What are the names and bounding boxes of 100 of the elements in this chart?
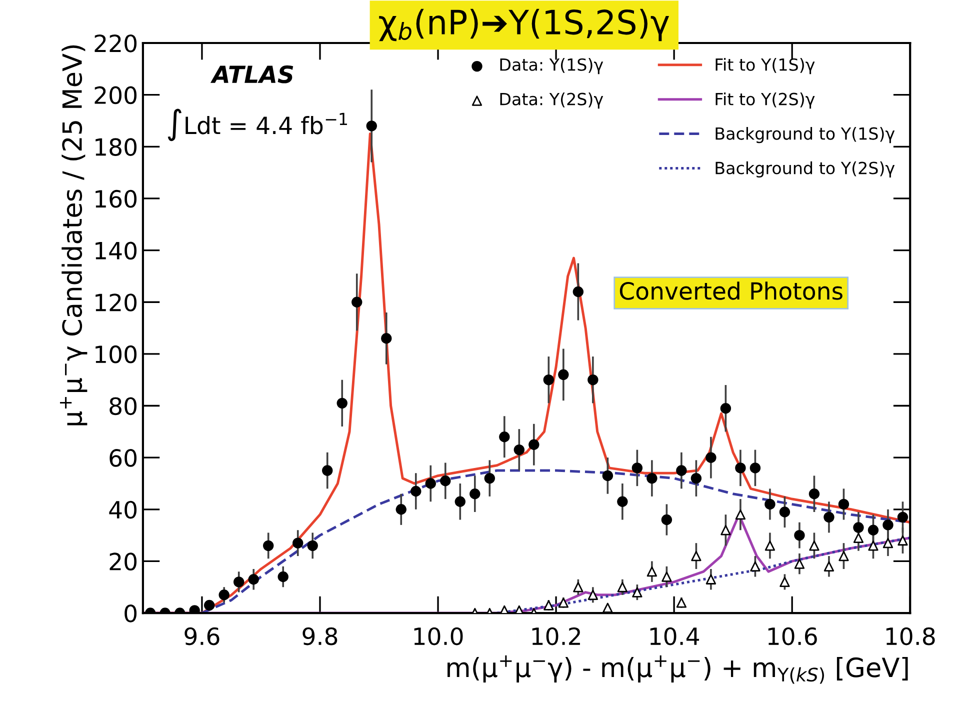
point (307, 540, 318, 552)
point (572, 286, 584, 298)
point (809, 540, 820, 551)
point (882, 520, 894, 530)
point (735, 462, 746, 474)
point (764, 540, 776, 551)
y-tick-label: 0 (124, 604, 137, 622)
y-tick-label: 100 (96, 345, 137, 364)
point (322, 465, 333, 476)
y-tick-label: 220 (94, 34, 137, 52)
point (499, 431, 510, 442)
point (543, 374, 554, 386)
point (189, 605, 200, 614)
point (499, 605, 510, 614)
point (794, 558, 805, 569)
legend-label: Background to Υ(1S)γ (716, 126, 895, 144)
point (558, 598, 568, 608)
point (720, 402, 732, 414)
y-tick-label: 40 (109, 500, 137, 519)
x-tick-label: 9.8 (302, 627, 338, 646)
y-tick-label: 140 (96, 242, 137, 260)
point (898, 535, 908, 546)
point (484, 472, 496, 484)
point (720, 525, 731, 536)
point (263, 540, 274, 552)
legend-label: Fit to Υ(1S)γ (716, 58, 815, 74)
y-tick-label: 60 (110, 449, 137, 467)
point (764, 498, 776, 510)
point (602, 470, 614, 482)
point (425, 478, 436, 489)
x-tick-label: 10.6 (768, 627, 817, 646)
point (336, 398, 348, 409)
point (396, 504, 406, 515)
x-tick-label: 10.4 (650, 627, 700, 646)
point (558, 369, 569, 380)
point (366, 120, 377, 132)
y-tick-label: 120 (96, 294, 137, 312)
text: m(μ$^{+}$μ$^{−}$γ) - m(μ$^{+}$μ$^{−}$) + m$_{Υ(kS)}$ [GeV] (448, 655, 908, 684)
point (676, 598, 687, 608)
point (588, 590, 598, 600)
x-tick-label: 10.0 (414, 627, 463, 646)
point (278, 571, 288, 582)
point (410, 486, 422, 497)
line-series (496, 536, 910, 614)
point (440, 476, 451, 486)
point (218, 590, 230, 600)
point (838, 550, 849, 562)
point (632, 462, 643, 474)
point (661, 514, 672, 526)
point (824, 512, 834, 523)
point (897, 512, 908, 523)
y-tick-label: 180 (96, 138, 137, 156)
point (204, 600, 215, 611)
point (824, 561, 834, 572)
point (632, 587, 642, 598)
point (233, 576, 244, 588)
point (588, 374, 598, 386)
legend-label: Background to Υ(2S)γ (716, 161, 895, 178)
point (646, 566, 658, 577)
point (794, 530, 805, 541)
point (868, 540, 878, 551)
point (602, 602, 613, 613)
point (617, 582, 628, 592)
point (470, 488, 480, 500)
point (735, 509, 746, 520)
point (381, 333, 392, 344)
point (882, 538, 894, 548)
point (780, 576, 790, 588)
y-axis-title: μ$^{+}$μ$^{−}$γ Candidates / (25 MeV) (60, 45, 88, 426)
annotation: ∫Ldt = 4.4 fb$^{−1}$ (168, 108, 347, 142)
point (750, 462, 761, 474)
legend-label: Data: Υ(1S)γ (500, 58, 604, 74)
point (690, 472, 702, 484)
point (838, 498, 850, 510)
x-tick-label: 10.8 (886, 627, 935, 646)
point (676, 465, 687, 476)
x-tick-label: 10.2 (532, 627, 580, 646)
y-tick-label: 160 (96, 190, 137, 208)
legend-label: Data: Υ(2S)γ (500, 92, 604, 109)
legend-label: Fit to Υ(2S)γ (716, 92, 815, 109)
point (868, 524, 879, 536)
annotation: Converted Photons (620, 282, 842, 300)
point (808, 488, 820, 500)
point (750, 561, 760, 572)
point (514, 605, 524, 614)
point (528, 439, 540, 450)
annotation: ATLAS (210, 65, 294, 84)
point (573, 582, 584, 592)
point (691, 550, 702, 562)
point (646, 472, 658, 484)
point (292, 538, 304, 548)
point (352, 296, 362, 308)
point (514, 444, 525, 456)
point (617, 496, 628, 507)
y-tick-label: 80 (110, 397, 137, 416)
point (544, 600, 554, 610)
y-tick-label: 20 (110, 552, 137, 571)
point (662, 572, 672, 582)
point (779, 506, 790, 518)
point (454, 496, 466, 507)
